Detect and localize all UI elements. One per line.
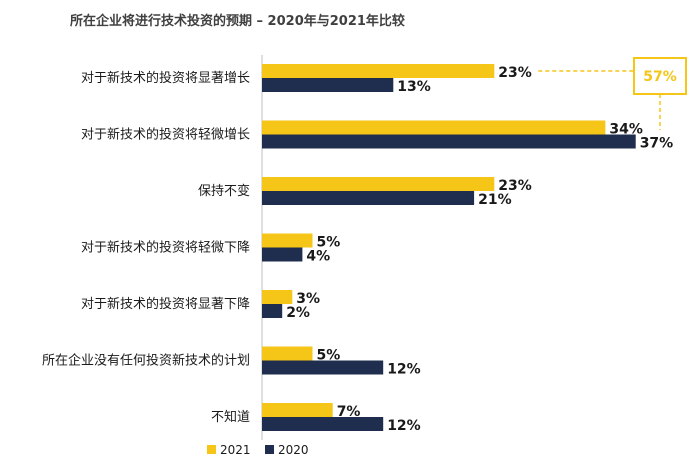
data-label: 37% (640, 136, 674, 152)
bar-2021 (262, 120, 606, 135)
category-label: 保持不变 (198, 183, 250, 199)
bar-2021 (262, 233, 313, 248)
data-label: 23% (498, 65, 532, 81)
legend-label: 2020 (278, 443, 309, 457)
bars (262, 64, 636, 431)
category-label: 对于新技术的投资将轻微下降 (81, 240, 250, 256)
category-labels: 对于新技术的投资将显著增长对于新技术的投资将轻微增长保持不变对于新技术的投资将轻… (42, 70, 250, 425)
bar-2020 (262, 191, 475, 205)
callout-annotation: 57% (538, 57, 687, 130)
data-label: 12% (387, 418, 421, 434)
bar-2020 (262, 360, 384, 375)
data-label: 34% (609, 122, 643, 138)
callout-value: 57% (643, 69, 677, 85)
data-label: 4% (306, 249, 330, 265)
bar-2020 (262, 78, 394, 92)
bar-2020 (262, 134, 636, 149)
category-label: 所在企业没有任何投资新技术的计划 (42, 353, 250, 369)
data-label: 3% (296, 291, 320, 307)
callout-box (633, 57, 687, 95)
bar-2021 (262, 346, 313, 361)
category-label: 对于新技术的投资将轻微增长 (81, 127, 250, 143)
bar-2021 (262, 403, 333, 417)
bar-2021 (262, 177, 495, 191)
legend-swatch-2020 (265, 445, 274, 454)
data-label: 5% (317, 235, 341, 251)
data-label: 5% (317, 348, 341, 364)
category-label: 对于新技术的投资将显著下降 (81, 296, 250, 312)
value-labels: 23%13%34%37%23%21%5%4%3%2%5%12%7%12% (286, 65, 673, 434)
legend-label: 2021 (220, 443, 251, 457)
bar-2020 (262, 417, 384, 431)
bar-2020 (262, 247, 303, 262)
data-label: 12% (387, 362, 421, 378)
legend: 2021 2020 (207, 443, 309, 457)
data-label: 21% (478, 192, 512, 208)
data-label: 13% (397, 79, 431, 95)
data-label: 23% (498, 178, 532, 194)
data-label: 7% (337, 404, 361, 420)
bar-2021 (262, 290, 293, 304)
bar-2021 (262, 64, 495, 78)
data-label: 2% (286, 305, 310, 321)
legend-swatch-2021 (207, 445, 216, 454)
chart-title: 所在企业将进行技术投资的预期 – 2020年与2021年比较 (70, 14, 405, 29)
category-label: 不知道 (211, 409, 250, 425)
category-label: 对于新技术的投资将显著增长 (81, 70, 250, 86)
bar-2020 (262, 304, 283, 318)
